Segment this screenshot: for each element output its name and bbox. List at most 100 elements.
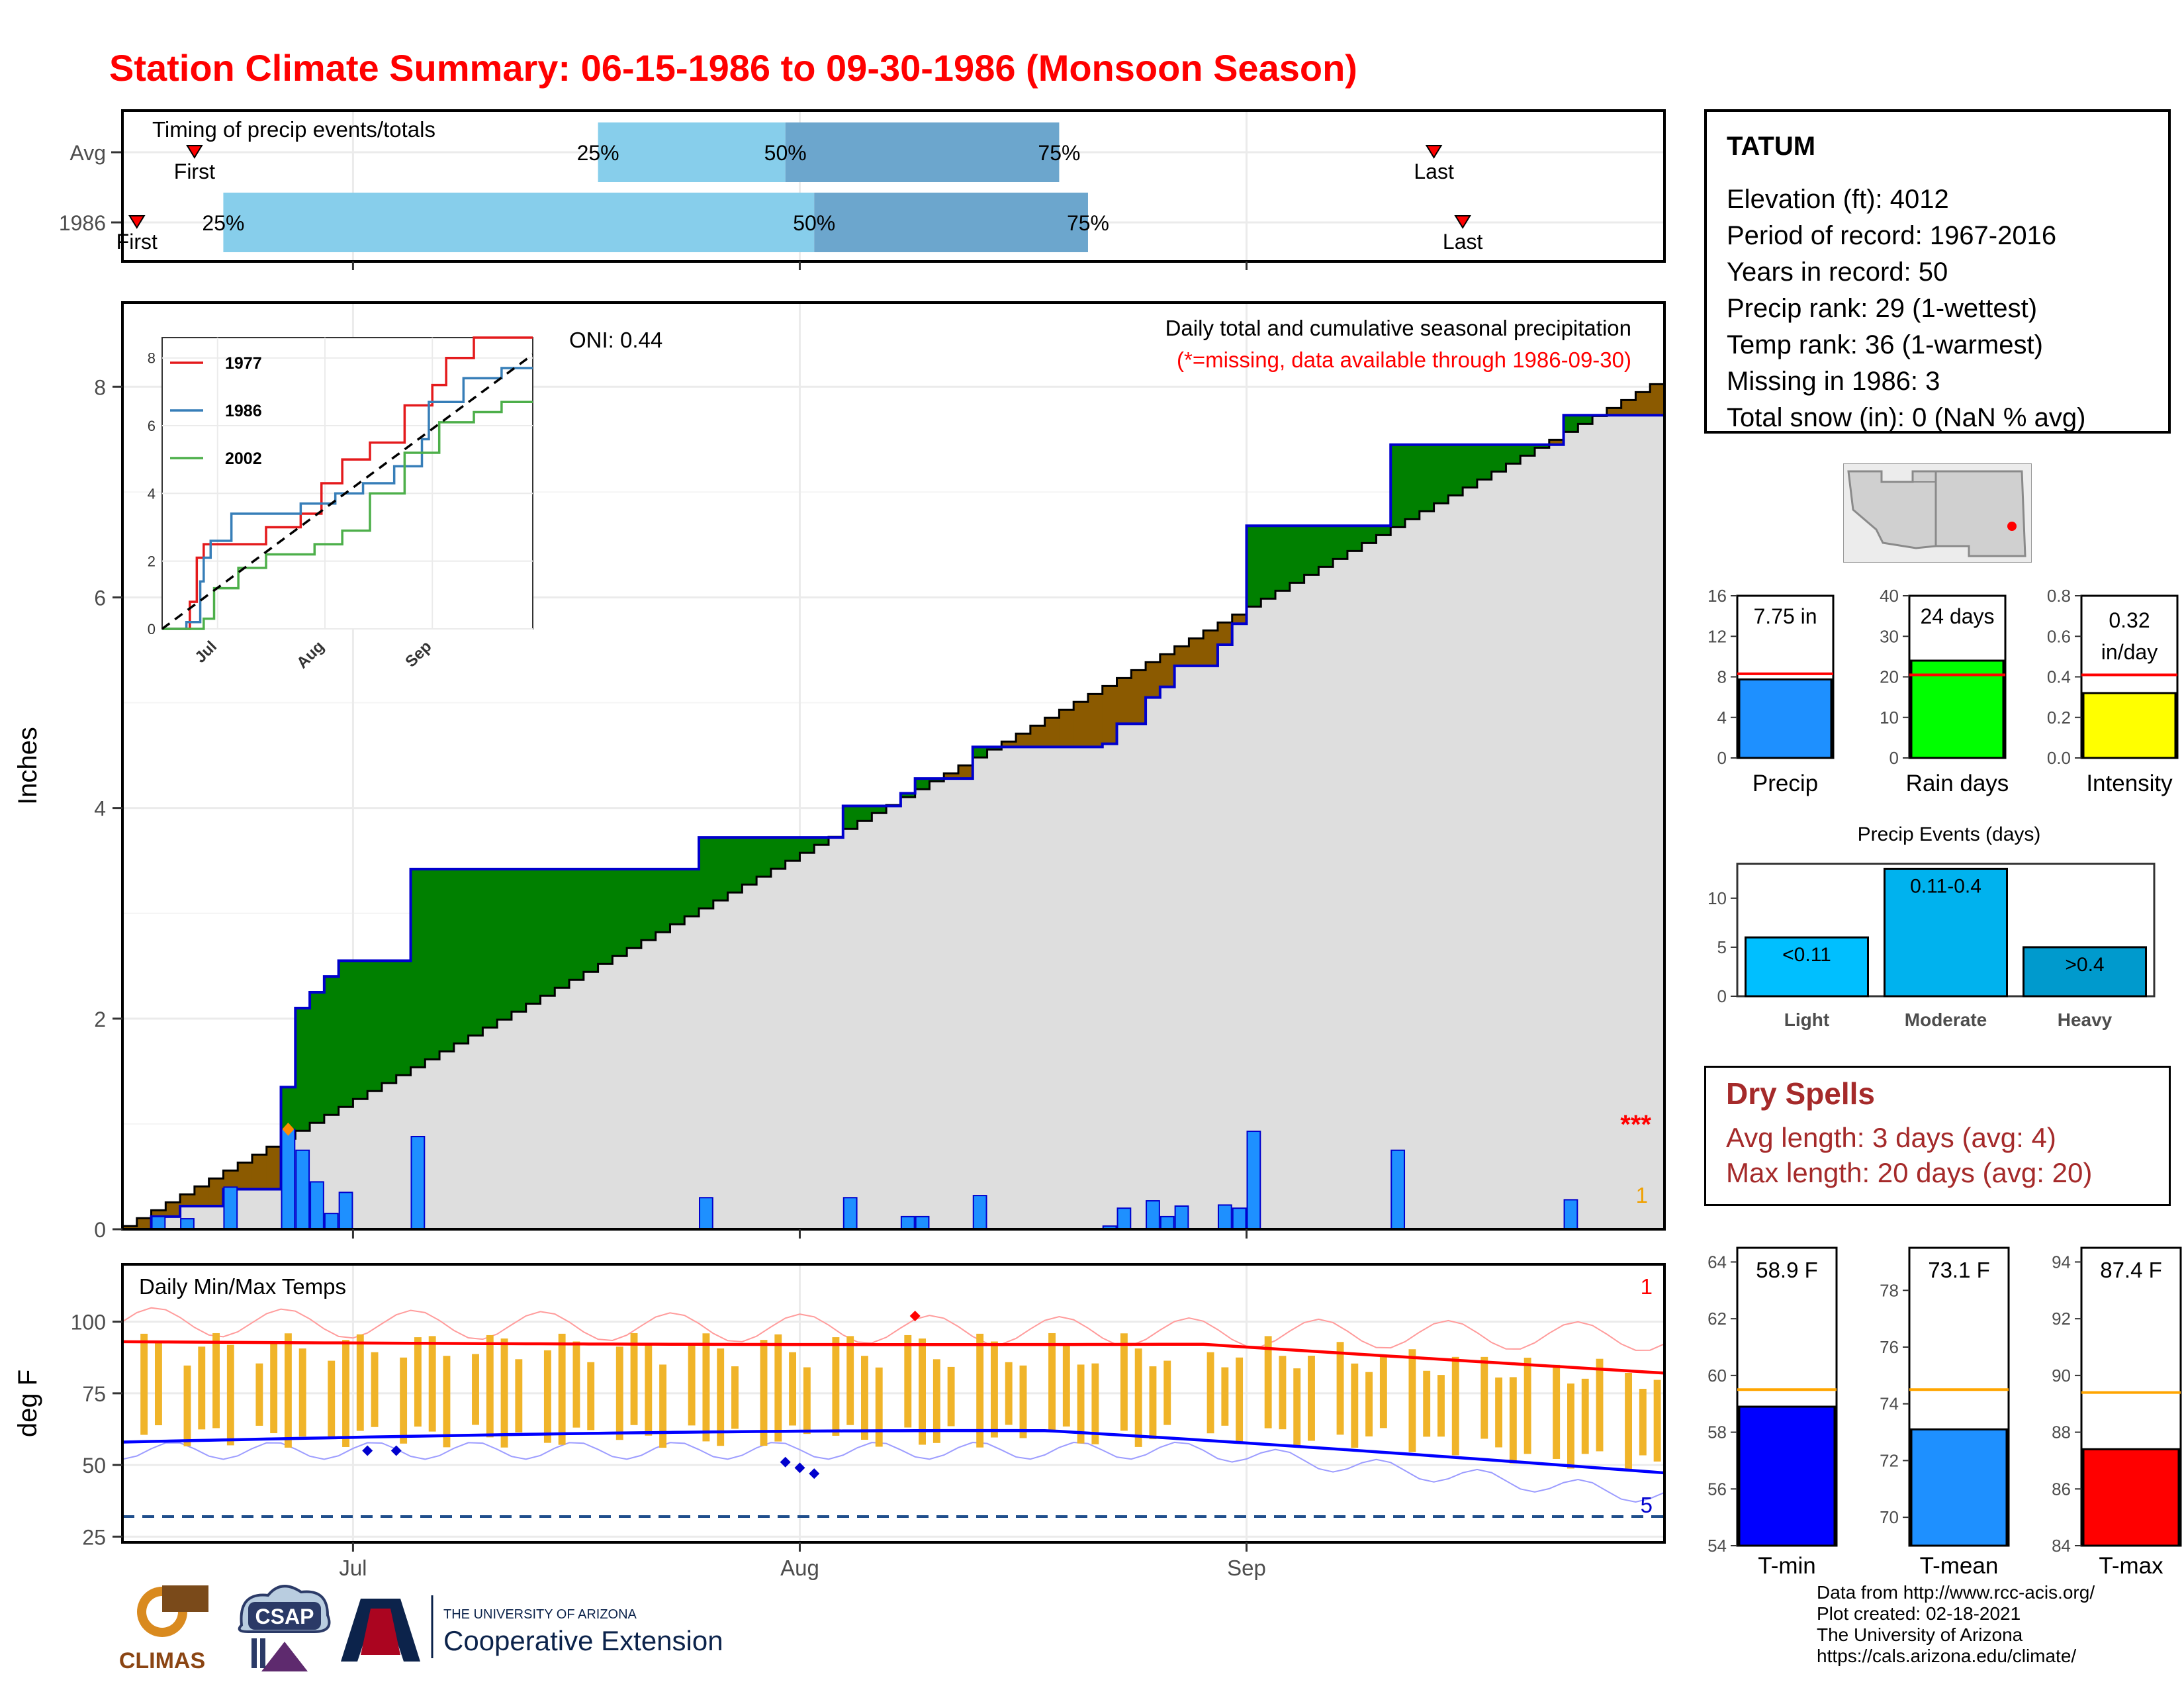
timing-last-label: Last	[1414, 160, 1454, 183]
surplus-segment	[785, 837, 801, 861]
deficit-segment	[1146, 662, 1161, 698]
credit-plot-date: Plot created: 02-18-2021	[1817, 1603, 2021, 1624]
daily-temp-range-bar	[400, 1357, 408, 1444]
temp-axes: 25 50 75 100 Jul Aug Sep	[71, 1311, 1266, 1580]
surplus-segment	[338, 961, 354, 1107]
svg-text:CLIMAS: CLIMAS	[119, 1648, 205, 1673]
daily-temp-range-bar	[1206, 1352, 1214, 1434]
svg-text:CSAP: CSAP	[255, 1605, 314, 1628]
mini-precip-tick-label: 0	[1717, 748, 1727, 768]
dry-spells-avg: Avg length: 3 days (avg: 4)	[1726, 1122, 2056, 1153]
inset-legend-label: 2002	[225, 449, 262, 468]
csap-logo: CSAP	[238, 1585, 331, 1671]
mini-precip-tick-label: 0.4	[2047, 667, 2071, 687]
daily-temp-range-bar	[1091, 1363, 1099, 1444]
surplus-segment	[1376, 526, 1391, 536]
inset-y-tick-label: 2	[148, 553, 156, 570]
precip-y-tick-label: 4	[94, 797, 106, 821]
inset-legend-label: 1977	[225, 354, 262, 373]
surplus-segment	[915, 778, 931, 790]
station-name: TATUM	[1727, 132, 1816, 161]
temp-y-tick-label: 75	[82, 1382, 106, 1406]
daily-temp-range-bar	[500, 1338, 508, 1448]
surplus-segment	[410, 868, 426, 1068]
inset-y-tick-label: 0	[148, 621, 156, 637]
daily-temp-range-bar	[1077, 1364, 1085, 1444]
mini-temp-bar	[1910, 1428, 2008, 1547]
temp-frame	[121, 1263, 1666, 1544]
daily-precip-bar	[310, 1181, 324, 1230]
daily-temp-range-bar	[846, 1336, 854, 1425]
mini-precip-unit: in/day	[2101, 640, 2158, 664]
daily-temp-range-bar	[774, 1334, 782, 1442]
surplus-segment	[1491, 444, 1507, 472]
daily-precip-bar	[1390, 1149, 1406, 1230]
mini-temp-tick-label: 76	[1880, 1337, 1899, 1357]
surplus-segment	[353, 961, 368, 1100]
mini-precip-tick-label: 0	[1889, 748, 1899, 768]
inset-frame	[161, 337, 533, 630]
events-title: Precip Events (days)	[1858, 823, 2041, 845]
credit-university: The University of Arizona	[1817, 1624, 2023, 1645]
deficit-segment	[194, 1186, 210, 1206]
timing-first-marker	[128, 215, 146, 229]
timing-q25-q50-bar	[598, 122, 786, 182]
surplus-segment	[929, 778, 944, 782]
daily-temp-range-bar	[572, 1341, 580, 1428]
normal-tmin-line	[122, 1429, 1665, 1475]
surplus-segment	[699, 837, 714, 909]
surplus-segment	[482, 868, 498, 1028]
temperature-chart: 25 50 75 100 Jul Aug Sep Daily Min/Max Temps d…	[13, 1263, 1666, 1580]
oni-value: ONI: 0.44	[569, 328, 662, 352]
deficit-segment	[266, 1147, 282, 1190]
daily-temp-range-bar	[284, 1333, 292, 1448]
mini-precip-tick-label: 0.0	[2047, 748, 2071, 768]
mini-temp-tick-label: 94	[2052, 1252, 2071, 1272]
observed-cumulative-line	[122, 414, 1664, 1231]
mini-precip-title: Rain days	[1906, 771, 2009, 796]
daily-temp-range-bar	[1134, 1348, 1142, 1447]
deficit-segment	[1073, 702, 1089, 747]
daily-temp-range-bar	[140, 1333, 148, 1435]
daily-temp-range-bar	[1553, 1364, 1561, 1459]
surplus-segment	[627, 868, 642, 949]
precip-count-label: 1	[1636, 1183, 1648, 1207]
daily-temp-range-bar	[1279, 1356, 1287, 1430]
deficit-segment	[238, 1162, 253, 1190]
events-bar-label: 0.11-0.4	[1910, 875, 1981, 897]
inset-y-tick-label: 8	[148, 350, 156, 367]
daily-precip-bar	[1232, 1207, 1247, 1230]
surplus-segment	[555, 868, 570, 988]
location-map	[1843, 463, 2032, 563]
surplus-segment	[598, 868, 613, 964]
surplus-segment	[1578, 415, 1593, 424]
precip-axes: 0 2 4 6 8	[94, 375, 1248, 1242]
timing-q50-q75-bar	[785, 122, 1060, 182]
daily-temp-range-bar	[1048, 1333, 1056, 1432]
daily-precip-bar	[295, 1149, 310, 1230]
surplus-segment	[641, 868, 657, 941]
daily-temp-range-bar	[990, 1341, 998, 1438]
credit-data-source: Data from http://www.rcc-acis.org/	[1817, 1582, 2095, 1603]
mini-precip-tick-label: 40	[1880, 586, 1899, 606]
station-period: Period of record: 1967-2016	[1727, 221, 2057, 250]
surplus-segment	[655, 868, 671, 933]
daily-temp-range-bar	[1019, 1365, 1027, 1438]
deficit-segment	[1160, 654, 1175, 687]
daily-precip-bar	[915, 1215, 930, 1230]
mini-temp-bar	[1738, 1405, 1836, 1547]
events-bar-label: >0.4	[2065, 954, 2104, 976]
daily-temp-range-bar	[1120, 1333, 1128, 1431]
mini-precip-value: 7.75 in	[1753, 604, 1817, 628]
mini-temp-value: 58.9 F	[1756, 1258, 1818, 1282]
timing-last-marker	[1454, 215, 1471, 229]
deficit-segment	[165, 1202, 181, 1217]
max-precip-marker	[282, 1122, 295, 1136]
surplus-segment	[295, 1008, 310, 1131]
daily-temp-range-bar	[1639, 1389, 1647, 1456]
surplus-segment	[1318, 526, 1334, 567]
daily-temp-range-bar	[832, 1337, 840, 1436]
surplus-segment	[1405, 444, 1420, 520]
daily-temp-range-bar	[1437, 1375, 1445, 1437]
